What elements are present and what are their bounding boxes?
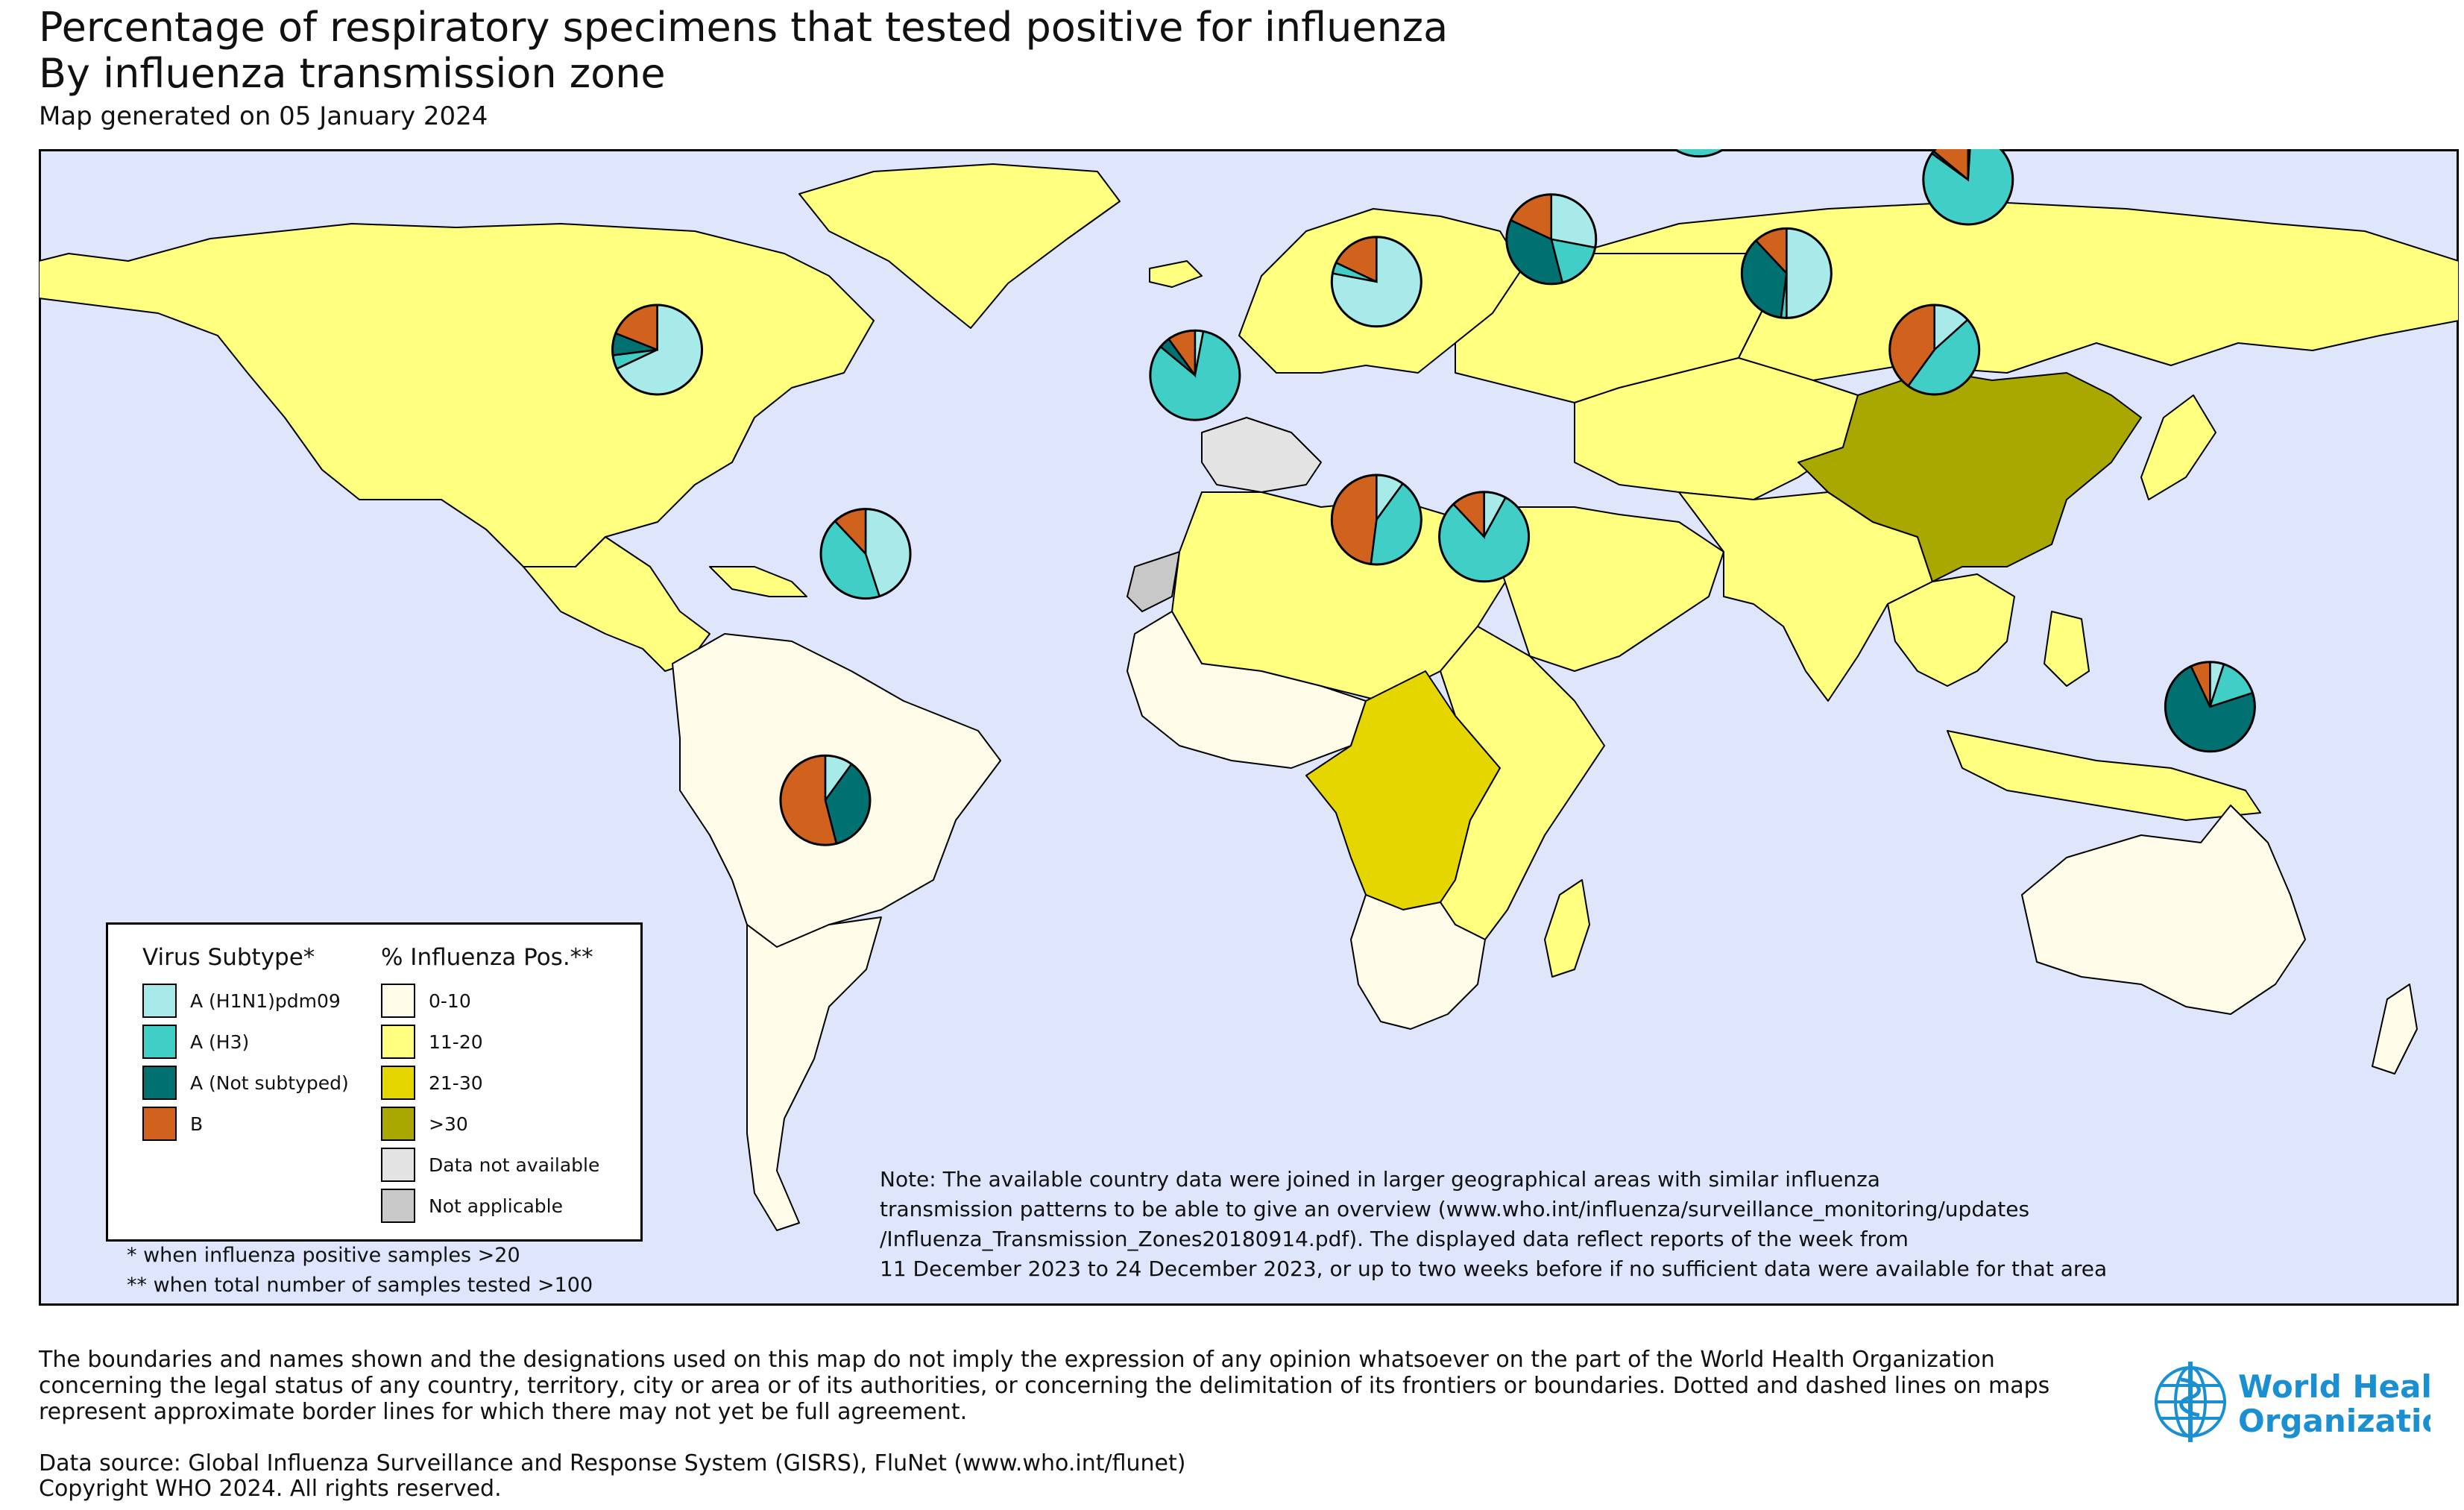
pie-outline	[1438, 491, 1531, 583]
pie-eastern-asia	[1922, 149, 2014, 226]
legend-pos-item: >30	[381, 1106, 468, 1142]
legend-swatch	[381, 1066, 415, 1100]
zone-temperate-south-america	[746, 916, 882, 1231]
pie-outline	[1922, 149, 2014, 226]
disclaimer-line: The boundaries and names shown and the d…	[39, 1347, 1995, 1373]
pie-middle-africa	[1330, 474, 1422, 566]
legend-pos-item: 11-20	[381, 1024, 483, 1060]
pie-northern-africa	[1330, 236, 1422, 328]
pie-outline	[1672, 149, 1726, 158]
note-line: transmission patterns to be able to give…	[880, 1197, 2030, 1221]
legend-swatch	[381, 1107, 415, 1141]
zone-maritime-south-east-asia	[1947, 730, 2261, 821]
pie-outline	[1888, 303, 1981, 396]
legend-virus-item: A (Not subtyped)	[142, 1065, 349, 1101]
pie-southern-asia	[1740, 227, 1833, 319]
pie-eastern-africa	[1438, 491, 1531, 583]
zone-western-asia	[1469, 506, 1724, 672]
title-line-1: Percentage of respiratory specimens that…	[39, 4, 1449, 51]
zone-oceania-melanesia-polynesia	[2021, 805, 2306, 1015]
legend-pos-item: 21-30	[381, 1065, 483, 1101]
pie-temperate-south-america	[779, 754, 872, 846]
legend-label: 11-20	[429, 1031, 483, 1053]
data-source: Data source: Global Influenza Surveillan…	[39, 1451, 1185, 1502]
footnote-star2: ** when total number of samples tested >…	[127, 1274, 593, 1297]
note-line: Note: The available country data were jo…	[880, 1167, 1880, 1192]
pie-outline	[819, 508, 912, 600]
legend-swatch	[381, 1025, 415, 1059]
legend-swatch	[142, 1025, 177, 1059]
zone-not-applicable	[1126, 550, 1181, 613]
pie-south-east-asia	[1888, 303, 1981, 396]
data-note: Note: The available country data were jo…	[880, 1165, 2107, 1284]
pies-layer	[611, 149, 2256, 846]
world-map	[39, 149, 2459, 1306]
pie-outline	[1330, 236, 1422, 328]
legend-label: B	[190, 1113, 204, 1135]
pie-outline	[1740, 227, 1833, 319]
copyright-line: Copyright WHO 2024. All rights reserved.	[39, 1476, 502, 1502]
zone-philippines	[2044, 611, 2090, 687]
zone-southern-africa	[1350, 894, 1486, 1030]
pie-central-america-and-caribbean	[611, 303, 704, 396]
pie-outline	[779, 754, 872, 846]
legend-pos-item: Data not available	[381, 1147, 599, 1183]
title-line-2: By influenza transmission zone	[39, 50, 666, 97]
legend-swatch	[142, 1107, 177, 1141]
who-emblem-icon	[2155, 1362, 2226, 1442]
legend-pos-item: Not applicable	[381, 1188, 563, 1224]
note-line: 11 December 2023 to 24 December 2023, or…	[880, 1256, 2108, 1281]
legend-swatch	[381, 984, 415, 1018]
legend-label: A (Not subtyped)	[190, 1072, 349, 1094]
legend-label: >30	[429, 1113, 468, 1135]
legend-swatch	[381, 1189, 415, 1223]
map-title: Percentage of respiratory specimens that…	[39, 4, 1448, 97]
influenza-pos-heading: % Influenza Pos.**	[381, 944, 593, 971]
legend-label: Not applicable	[429, 1195, 563, 1217]
pie-outline	[2164, 661, 2256, 753]
legend-virus-item: A (H1N1)pdm09	[142, 983, 341, 1019]
zone-madagascar	[1544, 879, 1590, 978]
legend-swatch	[381, 1148, 415, 1182]
zone-japan	[2140, 394, 2216, 500]
legend-virus-item: A (H3)	[142, 1024, 249, 1060]
disclaimer-line: concerning the legal status of any count…	[39, 1373, 2050, 1399]
disclaimer: The boundaries and names shown and the d…	[39, 1347, 2049, 1425]
note-line: /Influenza_Transmission_Zones20180914.pd…	[880, 1227, 1909, 1251]
map-generated-date: Map generated on 05 January 2024	[39, 101, 488, 131]
footnote-star1: * when influenza positive samples >20	[127, 1244, 520, 1267]
zone-iceland	[1149, 260, 1203, 288]
legend-label: 0-10	[429, 990, 471, 1012]
legend-label: A (H1N1)pdm09	[190, 990, 341, 1012]
zone-new-zealand	[2372, 984, 2418, 1075]
legend-swatch	[142, 984, 177, 1018]
pie-oceania-melanesia-polynesia	[2164, 661, 2256, 753]
zone-caribbean-islands	[709, 566, 807, 597]
disclaimer-line: represent approximate border lines for w…	[39, 1399, 968, 1425]
pie-western-asia	[1505, 193, 1598, 286]
legend-pos-item: 0-10	[381, 983, 471, 1019]
logo-line-2: Organization	[2238, 1403, 2430, 1439]
pie-outline	[1330, 474, 1422, 566]
zone-south-east-asia	[1887, 573, 2015, 687]
legend-label: 21-30	[429, 1072, 483, 1094]
logo-line-1: World Health	[2238, 1368, 2430, 1405]
pie-central-asia	[1672, 149, 1726, 158]
legend-label: Data not available	[429, 1154, 600, 1176]
legend: Virus Subtype* % Influenza Pos.** A (H1N…	[106, 922, 643, 1242]
who-logo: World Health Organization	[2155, 1362, 2430, 1442]
zone-eastern-africa	[1440, 626, 1605, 940]
legend-label: A (H3)	[190, 1031, 250, 1053]
zone-greenland	[798, 163, 1121, 329]
legend-swatch	[142, 1066, 177, 1100]
pie-outline	[611, 303, 704, 396]
zone-south-west-europe	[1201, 417, 1322, 493]
pie-tropical-south-america	[819, 508, 912, 600]
legend-virus-item: B	[142, 1106, 203, 1142]
virus-subtype-heading: Virus Subtype*	[142, 944, 315, 971]
pie-outline	[1149, 329, 1241, 421]
source-line: Data source: Global Influenza Surveillan…	[39, 1450, 1186, 1476]
pie-outline	[1505, 193, 1598, 286]
pie-western-africa	[1149, 329, 1241, 421]
